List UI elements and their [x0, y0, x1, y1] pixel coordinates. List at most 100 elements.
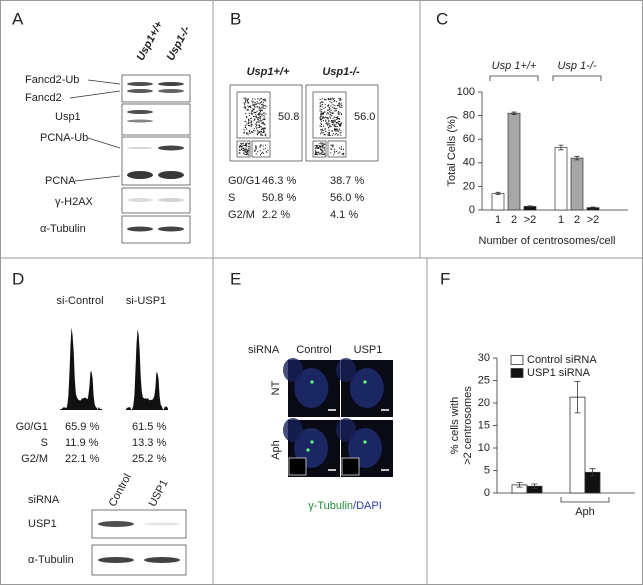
flow-dot	[246, 116, 248, 119]
flow-dot	[319, 143, 321, 145]
flow-dot	[261, 109, 263, 111]
flow-dot	[327, 105, 330, 107]
flow-dot	[332, 117, 334, 119]
flow-dot	[244, 106, 246, 108]
flow-dot	[332, 132, 335, 135]
flow-dot	[246, 144, 248, 146]
blot-band	[158, 198, 184, 202]
flow-dot	[263, 148, 265, 150]
flow-dot	[322, 151, 324, 154]
flow-dot	[254, 130, 256, 132]
row-label: G2/M	[21, 453, 48, 465]
flow-dot	[321, 98, 323, 100]
flow-dot	[257, 113, 259, 115]
cell: 56.0 %	[330, 192, 364, 204]
flow-dot	[334, 110, 336, 112]
flow-dot	[333, 148, 336, 150]
flow-dot	[330, 152, 332, 154]
flow-dot	[255, 147, 257, 150]
flow-dot	[261, 119, 263, 122]
flow-dot	[321, 101, 323, 103]
flow-dot	[262, 127, 264, 129]
flow-dot	[243, 129, 245, 131]
x-tick-label: 1	[495, 214, 501, 226]
flow-dot	[255, 115, 257, 117]
flow-dot	[319, 105, 322, 108]
flow-dot	[331, 97, 334, 99]
flow-dot	[328, 131, 331, 134]
flow-dot	[260, 113, 262, 115]
flow-dot	[245, 97, 247, 99]
legend-swatch	[510, 355, 524, 365]
flow-dot	[329, 109, 331, 111]
flow-dot	[314, 149, 316, 151]
flow-dot	[334, 134, 336, 136]
flow-dot	[245, 148, 247, 150]
flow-dot	[250, 125, 252, 128]
blot-box	[121, 187, 191, 214]
flow-dot	[328, 107, 330, 109]
flow-dot	[329, 117, 332, 119]
flow-dot	[248, 114, 250, 116]
flow-dot	[321, 128, 324, 130]
flow-dot	[314, 147, 316, 149]
flow-dot	[339, 104, 341, 106]
flow-dot	[262, 118, 264, 121]
flow-dot	[330, 144, 332, 146]
flow-dot	[251, 124, 253, 126]
flow-dot	[247, 118, 250, 120]
flow-dot	[319, 117, 321, 119]
y-tick-label: 80	[463, 110, 475, 122]
group-bracket	[552, 75, 602, 81]
flow-dot	[335, 123, 337, 125]
flow-dot	[251, 110, 254, 112]
flow-dot	[338, 117, 340, 119]
flow-dot	[327, 109, 329, 111]
flow-dot	[252, 104, 254, 106]
flow-dot	[252, 109, 254, 111]
flow-dot	[317, 154, 319, 156]
flow-dot	[327, 98, 329, 100]
flow-dot	[321, 153, 323, 155]
error-bar	[590, 206, 596, 209]
flow-dot	[335, 130, 337, 132]
flow-dot	[255, 116, 257, 118]
centrosome	[306, 448, 310, 452]
flow-dot	[259, 149, 261, 152]
group-label: Usp 1+/+	[492, 60, 537, 72]
flow-dot	[323, 117, 325, 119]
flow-dot	[341, 106, 343, 109]
flow-dot	[321, 108, 323, 111]
column-header: Usp1-/-	[165, 24, 193, 63]
flow-dot	[261, 132, 263, 134]
flow-dot	[317, 147, 320, 149]
flow-dot	[248, 132, 250, 134]
flow-dot	[319, 102, 321, 104]
flow-dot	[249, 107, 252, 109]
blot-band	[127, 171, 153, 179]
flow-dot	[337, 116, 339, 118]
flow-dot	[333, 154, 335, 156]
leader-line	[69, 90, 121, 99]
flow-dot	[248, 150, 250, 152]
flow-dot	[327, 118, 329, 120]
flow-dot	[315, 153, 317, 155]
group-bracket	[489, 75, 539, 81]
flow-dot	[317, 151, 320, 153]
flow-dot	[337, 112, 339, 114]
flow-dot	[243, 102, 245, 104]
flow-dot	[261, 134, 264, 137]
flow-dot	[263, 114, 265, 116]
flow-dot	[329, 134, 331, 137]
flow-dot	[262, 128, 264, 130]
flow-dot	[254, 98, 256, 100]
flow-dot	[320, 147, 322, 149]
flow-dot	[335, 101, 337, 103]
flow-dot	[244, 144, 246, 146]
caption: γ-Tubulin/DAPI	[308, 500, 382, 512]
flow-dot	[336, 125, 338, 128]
flow-dot	[264, 98, 266, 100]
flow-dot	[337, 110, 340, 113]
column-header: Control	[107, 472, 134, 509]
